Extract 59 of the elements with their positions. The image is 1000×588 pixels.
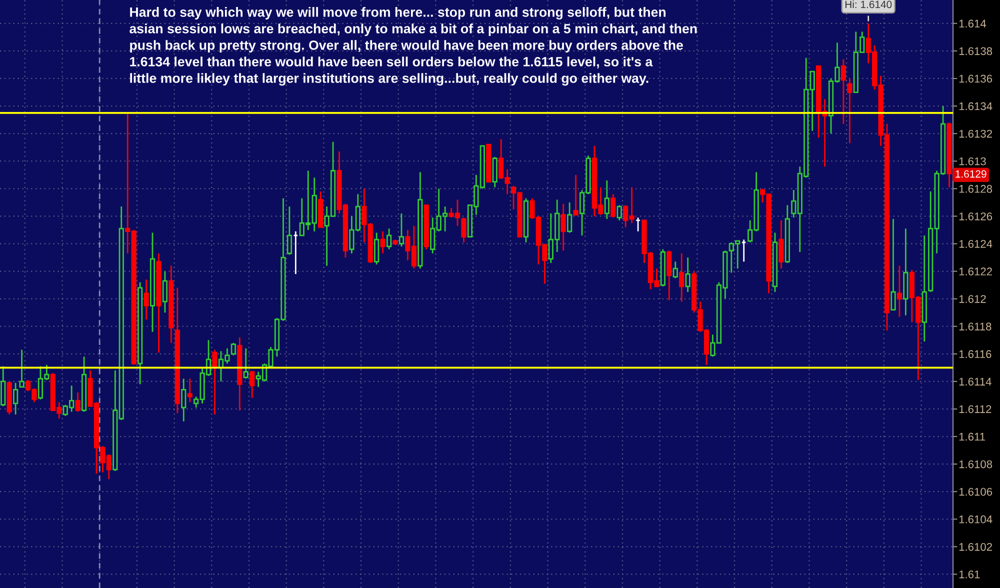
candlestick xyxy=(573,174,578,216)
y-tick-label: 1.614 xyxy=(959,20,986,28)
y-tick-label: 1.6124 xyxy=(959,240,992,248)
candlestick xyxy=(890,218,896,311)
y-tick-label: 1.6138 xyxy=(959,47,992,56)
candlestick xyxy=(672,260,678,279)
candlestick xyxy=(75,392,80,412)
y-tick-label: 1.6114 xyxy=(959,378,992,386)
y-tick-label: 1.613 xyxy=(959,157,986,166)
candlestick xyxy=(685,256,690,293)
candlestick xyxy=(230,342,236,356)
candlestick xyxy=(896,265,902,318)
y-tick-label: 1.61 xyxy=(959,570,980,578)
candlestick xyxy=(847,78,852,144)
candlestick xyxy=(144,278,149,320)
candlestick xyxy=(162,270,168,314)
candlestick xyxy=(374,232,380,266)
candlestick xyxy=(398,212,404,248)
y-tick-label: 1.6116 xyxy=(959,350,992,358)
candlestick xyxy=(386,228,392,250)
candlestick xyxy=(635,216,641,232)
annotation: Hard to say which way we will move from here... stop run and strong selloff, but then asian session lows are breached, only to make a bit of a pinbar on a 5 min chart, and then push back up pretty strong. Over all, there would have been more buy orders above the 1.6134 level than there would have been sell orders below the 1.6115 level, so it's a little more likley that larger institutions are selling...but, really could go either way. xyxy=(130,7,697,86)
candlestick xyxy=(181,378,186,422)
candlestick xyxy=(13,382,18,416)
y-tick-label: 1.6108 xyxy=(959,460,992,468)
candlestick xyxy=(492,156,498,188)
candlestick xyxy=(187,378,192,403)
candlestick xyxy=(19,349,24,388)
y-tick-label: 1.6136 xyxy=(959,74,992,83)
candlestick xyxy=(616,204,622,222)
candlestick xyxy=(679,252,684,302)
candlestick xyxy=(604,180,610,220)
candlestick xyxy=(566,202,572,234)
candlestick xyxy=(741,238,746,262)
candlestick xyxy=(286,206,292,256)
candlestick xyxy=(250,371,255,399)
annotation: 1.6129 xyxy=(956,170,986,178)
y-tick-label: 1.6104 xyxy=(959,515,992,524)
y-tick-label: 1.6106 xyxy=(959,488,992,496)
y-tick-label: 1.611 xyxy=(959,432,985,441)
candlestick xyxy=(666,250,672,301)
y-tick-label: 1.6134 xyxy=(959,102,992,110)
candlestick xyxy=(243,348,248,380)
candlestick xyxy=(461,216,466,244)
y-tick-label: 1.6122 xyxy=(959,268,992,276)
candlestick xyxy=(840,58,846,125)
y-tick-label: 1.6132 xyxy=(959,130,992,138)
y-tick-label: 1.6118 xyxy=(959,322,992,330)
candlestick xyxy=(380,230,386,254)
annotation: Hi: 1.6140 xyxy=(845,0,892,8)
y-tick-label: 1.6128 xyxy=(959,184,992,193)
candlestick xyxy=(610,193,616,218)
y-tick-label: 1.6102 xyxy=(959,542,992,551)
candlestick xyxy=(212,349,218,416)
y-tick-label: 1.6112 xyxy=(959,405,992,414)
candlestick xyxy=(560,203,566,252)
candlestick xyxy=(778,220,784,270)
y-tick-label: 1.6126 xyxy=(959,212,992,220)
y-tick-label: 1.612 xyxy=(959,295,986,303)
